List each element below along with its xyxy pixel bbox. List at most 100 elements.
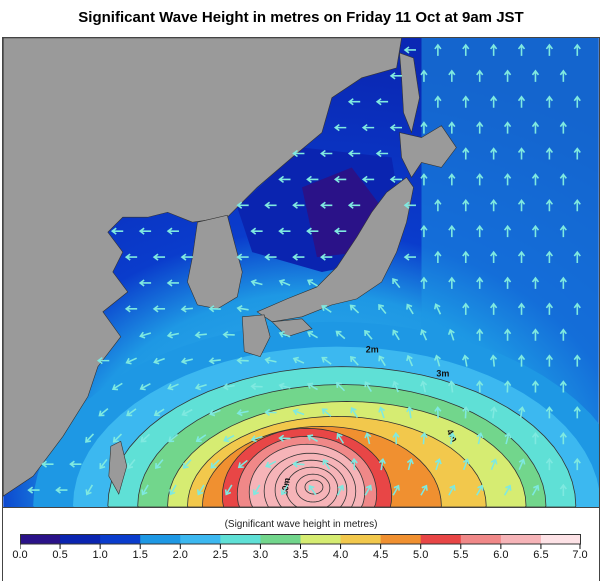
wave-arrow [208,357,221,365]
wave-arrow [420,173,428,186]
wave-arrow [378,303,387,314]
colorbar-tick-label: 7.0 [572,549,588,561]
wave-arrow [545,43,554,56]
wave-arrow [124,305,138,313]
wave-arrow [264,201,277,209]
wave-arrow [320,201,333,209]
wave-arrow [573,43,581,56]
wave-arrow [503,484,512,496]
contour-label-3m: 3m [436,369,449,379]
wave-arrow [127,459,136,470]
wave-arrow [292,356,305,364]
wave-arrow [406,303,414,315]
wave-arrow [420,328,428,341]
hokkaido [399,125,457,178]
wave-arrow [306,227,319,235]
colorbar-tick-label: 2.5 [212,549,228,561]
wave-arrow [320,149,333,158]
wave-arrow [545,95,554,108]
colorbar-swatch [180,534,221,544]
wave-arrow [264,408,277,416]
wave-arrow [306,330,318,339]
kyushu [241,314,271,358]
wave-arrow [333,175,347,184]
sakhalin [399,52,420,134]
wave-arrow [364,484,373,496]
wave-arrow [320,253,333,261]
wave-arrow [278,175,291,184]
wave-arrow [559,483,567,497]
wave-arrow [194,331,207,339]
wave-arrow [69,460,82,468]
wave-arrow [194,383,207,391]
wave-arrow [490,250,498,264]
wave-arrow [448,121,456,134]
wave-arrow [518,458,526,471]
wave-arrow [476,484,484,496]
wave-arrow [420,121,428,134]
colorbar [20,534,581,549]
contour-band [304,479,324,495]
wave-arrow [224,484,233,496]
wave-arrow [559,380,567,393]
wave-arrow [559,276,567,289]
colorbar-swatch [540,534,581,544]
wave-arrow [335,382,346,392]
wave-arrow [434,95,442,108]
wave-arrow [403,253,416,261]
colorbar-swatch [460,534,502,544]
wave-arrow [448,432,456,445]
wave-arrow [124,253,138,261]
wave-arrow [389,72,403,80]
wave-arrow [141,484,149,496]
wave-arrow [462,198,470,212]
wave-arrow [98,407,109,417]
wave-arrow [378,406,386,419]
wave-arrow [389,175,403,184]
wave-arrow [389,123,403,132]
wave-arrow [420,276,428,289]
colorbar-tick-label: 5.0 [413,549,429,561]
colorbar-swatch [340,534,382,544]
colorbar-swatch [60,534,101,544]
wave-arrow [321,408,332,417]
wave-arrow [545,457,554,471]
korean-peninsula [187,214,243,310]
wave-arrow [462,458,470,471]
wave-arrow [503,276,512,289]
contour-band [274,459,348,507]
wave-arrow [490,147,498,160]
wave-arrow [448,224,456,238]
wave-arrow [392,484,400,496]
wave-arrow [531,484,540,496]
wave-arrow [364,329,373,340]
wave-arrow [420,484,428,496]
wave-arrow [545,354,554,367]
wave-arrow [503,121,512,134]
wave-arrow [531,380,540,393]
wave-arrow [504,432,512,445]
wave-arrow [168,433,179,443]
wave-arrow [531,431,540,445]
wave-arrow [152,305,166,313]
wave-arrow [517,95,526,108]
wave-arrow [504,380,512,393]
colorbar-tick-label: 2.0 [172,549,188,561]
contour-label-2m: 2m [366,345,379,355]
wave-arrow [292,460,305,468]
wave-arrow [476,432,484,445]
wave-arrow [476,121,484,134]
wave-arrow [236,409,249,417]
wave-arrow [392,431,400,445]
wave-arrow [361,123,375,132]
wave-arrow [264,253,277,261]
wave-arrow [55,486,68,494]
contour-band [295,473,331,503]
wave-arrow [166,227,179,235]
map-title: Significant Wave Height in metres on Fri… [78,9,524,26]
wave-arrow [347,149,361,158]
wave-arrow [140,433,151,443]
wave-arrow [335,330,346,340]
colorbar-tick-label: 4.0 [332,549,349,561]
wave-arrow [306,175,319,184]
